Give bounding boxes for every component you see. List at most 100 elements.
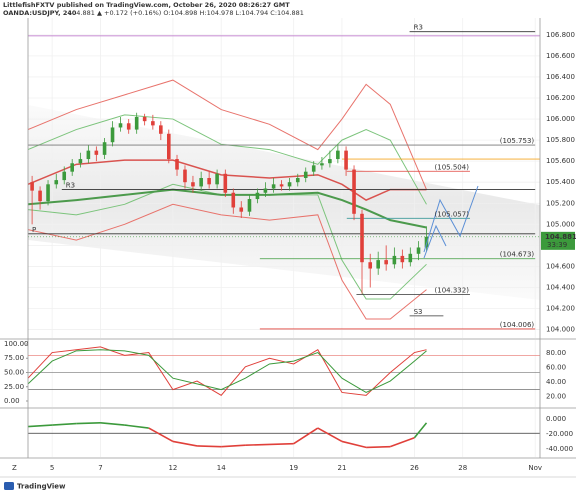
y2-tick-label: 20.00 — [546, 393, 566, 401]
x-tick-label: 19 — [289, 464, 298, 472]
series-segment — [341, 440, 367, 449]
series-segment — [245, 443, 270, 446]
candle-body — [207, 178, 211, 185]
y-tick-label: 106.200 — [546, 94, 575, 102]
series-segment — [76, 422, 101, 425]
candle-body — [416, 247, 421, 254]
candle-body — [392, 255, 397, 265]
candle-body — [271, 184, 276, 189]
level-label: P — [32, 226, 36, 234]
y-tick-label: 75.00 — [4, 354, 24, 362]
candle-body — [38, 190, 42, 202]
candle-body — [62, 171, 67, 181]
stochastic-pane — [28, 340, 540, 407]
oscillator-pane — [28, 409, 540, 457]
y-tick-label: 105.000 — [546, 220, 575, 228]
candle-body — [102, 142, 107, 155]
x-tick-label: 7 — [98, 464, 102, 472]
candle-body — [368, 262, 373, 269]
candle-body — [295, 178, 300, 183]
overlay-line — [28, 159, 427, 201]
y-tick-label: 104.000 — [546, 326, 575, 334]
candle-body — [110, 127, 115, 143]
candle-body — [30, 182, 34, 191]
candle-body — [400, 255, 405, 263]
candle-body — [303, 171, 308, 178]
y-tick-label: 105.800 — [546, 136, 575, 144]
y-tick-label: 106.800 — [546, 31, 575, 39]
series-segment — [413, 422, 428, 439]
y-tick-label: 0.00 — [4, 397, 20, 405]
candle-body — [279, 184, 284, 187]
y-tick-label: 105.600 — [546, 157, 575, 165]
candle-body — [215, 173, 219, 185]
candle-body — [311, 165, 316, 172]
x-tick-label: 26 — [410, 464, 419, 472]
x-tick-label: 12 — [168, 464, 177, 472]
candle-body — [159, 125, 163, 134]
y2-tick-label: 0.000 — [546, 415, 566, 423]
quote: 104.881 ▲ +0.172 (+0.16%) O:104.898 H:10… — [68, 9, 304, 17]
overlay-line — [28, 203, 427, 320]
candle-body — [263, 188, 268, 193]
overlay-line — [28, 114, 427, 205]
series-segment — [172, 440, 198, 447]
price-pane — [28, 18, 540, 338]
candle-body — [344, 150, 348, 170]
series-segment — [52, 422, 77, 426]
level-label: (104.006) — [500, 321, 535, 329]
candle-body — [424, 236, 429, 248]
projection-path — [423, 185, 479, 253]
candle-body — [167, 133, 171, 160]
y2-tick-label: -20.000 — [546, 430, 573, 438]
candle-body — [70, 163, 74, 172]
candle-body — [126, 123, 131, 130]
y-tick-label: 100.00 — [4, 340, 29, 348]
series-segment — [124, 424, 149, 429]
candle-body — [223, 173, 228, 193]
candle-body — [134, 116, 139, 130]
candle-body — [320, 163, 324, 166]
candle-body — [287, 182, 292, 187]
x-tick-label: 21 — [338, 464, 347, 472]
series-line — [28, 349, 427, 394]
candle-body — [328, 159, 332, 164]
overlay-line — [28, 79, 427, 190]
zoom-button[interactable]: Z — [12, 464, 17, 472]
series-segment — [197, 445, 222, 448]
series-segment — [366, 445, 391, 449]
series-segment — [269, 442, 294, 446]
candle-body — [86, 150, 91, 160]
candle-body — [239, 207, 244, 212]
y-tick-label: 104.400 — [546, 283, 575, 291]
y-tick-label: 50.00 — [4, 369, 24, 377]
y-tick-label: 25.00 — [4, 383, 24, 391]
candle-body — [199, 178, 203, 187]
symbol: OANDA:USDJPY, 240 — [3, 9, 77, 17]
series-segment — [221, 444, 246, 448]
overlay-line — [28, 188, 427, 229]
candle-body — [142, 116, 147, 122]
y-tick-label: 104.200 — [546, 305, 575, 313]
series-segment — [148, 427, 174, 443]
candle-body — [376, 260, 380, 269]
published-line: LittlefishFXTV published on TradingView.… — [3, 1, 290, 9]
brand: TradingView — [17, 483, 66, 491]
series-segment — [389, 436, 415, 448]
projection-path — [423, 224, 447, 259]
level-label: R3 — [414, 24, 423, 32]
candle-body — [231, 192, 236, 208]
candle-body — [78, 159, 83, 164]
y-tick-label: 104.600 — [546, 262, 575, 270]
candle-body — [175, 159, 179, 170]
candle-body — [191, 182, 195, 187]
y2-tick-label: 60.00 — [546, 363, 566, 371]
y2-tick-label: 40.00 — [546, 378, 566, 386]
series-segment — [293, 427, 319, 445]
y2-tick-label: -40.000 — [546, 445, 573, 453]
level-label: S3 — [414, 308, 423, 316]
candle-body — [408, 253, 413, 263]
y-tick-label: 106.000 — [546, 115, 575, 123]
x-tick-label: 28 — [458, 464, 467, 472]
